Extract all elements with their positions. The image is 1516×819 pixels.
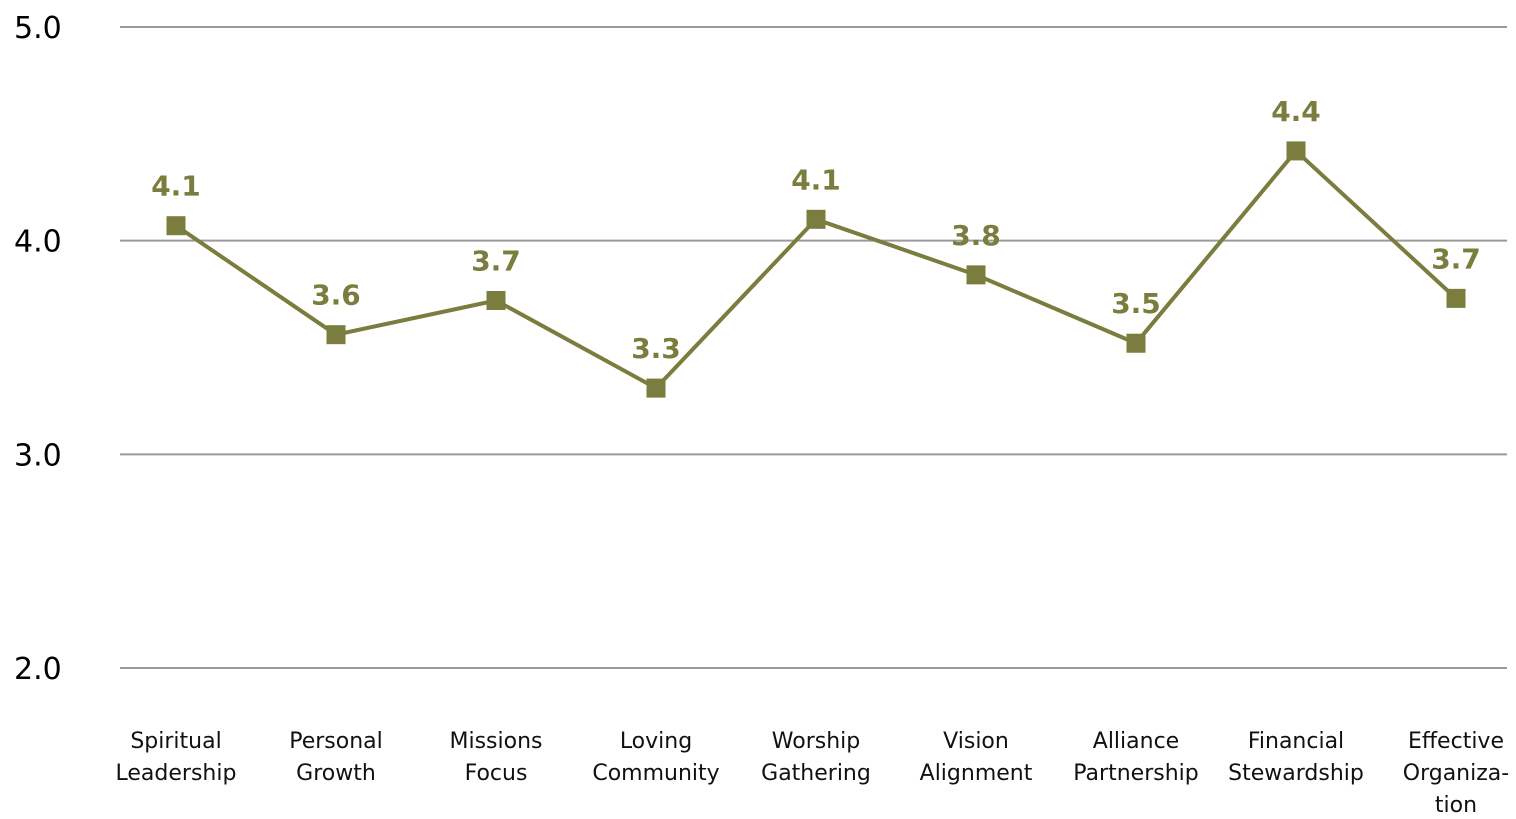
data-point-marker [646, 378, 666, 398]
y-tick-label: 4.0 [14, 225, 62, 260]
data-label: 4.1 [151, 170, 201, 203]
data-label: 3.5 [1111, 287, 1161, 320]
x-tick-label: Worship Gathering [761, 729, 871, 786]
data-label: 3.7 [1431, 242, 1481, 275]
data-label: 3.3 [631, 332, 681, 365]
data-labels: 4.1 3.6 3.7 3.3 4.1 3.8 3.5 4.4 3.7 [151, 95, 1481, 365]
x-axis-tick-labels: Spiritual Leadership Personal Growth Mission… [116, 729, 1510, 818]
data-point-marker [486, 290, 506, 310]
data-point-marker [166, 216, 186, 236]
x-tick-label: Personal Growth [289, 729, 383, 786]
data-point-marker [326, 325, 346, 345]
data-label: 4.1 [791, 163, 841, 196]
data-point-marker [1446, 288, 1466, 308]
x-tick-label: Vision Alignment [920, 729, 1033, 786]
x-tick-label: Missions Focus [450, 729, 543, 786]
y-tick-label: 3.0 [14, 438, 62, 473]
x-tick-label: Loving Community [592, 729, 719, 786]
data-point-marker [1126, 333, 1146, 353]
data-point-marker [1286, 141, 1306, 161]
series-line-group [166, 141, 1466, 398]
data-label: 3.8 [951, 219, 1001, 252]
data-label: 3.7 [471, 244, 521, 277]
x-tick-label: Effective Organiza-tion [1403, 729, 1509, 818]
data-label: 4.4 [1271, 95, 1321, 128]
y-axis-tick-labels: 2.0 3.0 4.0 5.0 [14, 11, 62, 687]
data-point-marker [966, 265, 986, 285]
x-tick-label: Financial Stewardship [1228, 729, 1364, 786]
data-label: 3.6 [311, 279, 361, 312]
gridlines [120, 26, 1507, 669]
x-tick-label: Alliance Partnership [1073, 729, 1198, 786]
x-tick-label: Spiritual Leadership [116, 729, 237, 786]
data-point-marker [806, 209, 826, 229]
y-tick-label: 2.0 [14, 652, 62, 687]
y-tick-label: 5.0 [14, 11, 62, 46]
